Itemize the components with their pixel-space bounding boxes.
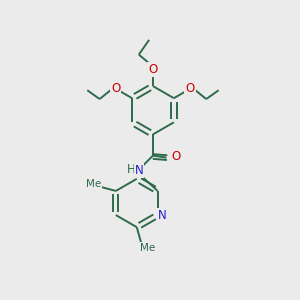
Text: O: O (111, 82, 121, 95)
Text: O: O (185, 82, 195, 95)
Text: O: O (148, 63, 158, 76)
Text: H: H (127, 163, 135, 176)
Text: N: N (135, 164, 143, 177)
Text: Me: Me (85, 179, 101, 189)
Text: Me: Me (140, 243, 156, 253)
Text: O: O (171, 150, 181, 163)
Text: N: N (158, 208, 167, 222)
